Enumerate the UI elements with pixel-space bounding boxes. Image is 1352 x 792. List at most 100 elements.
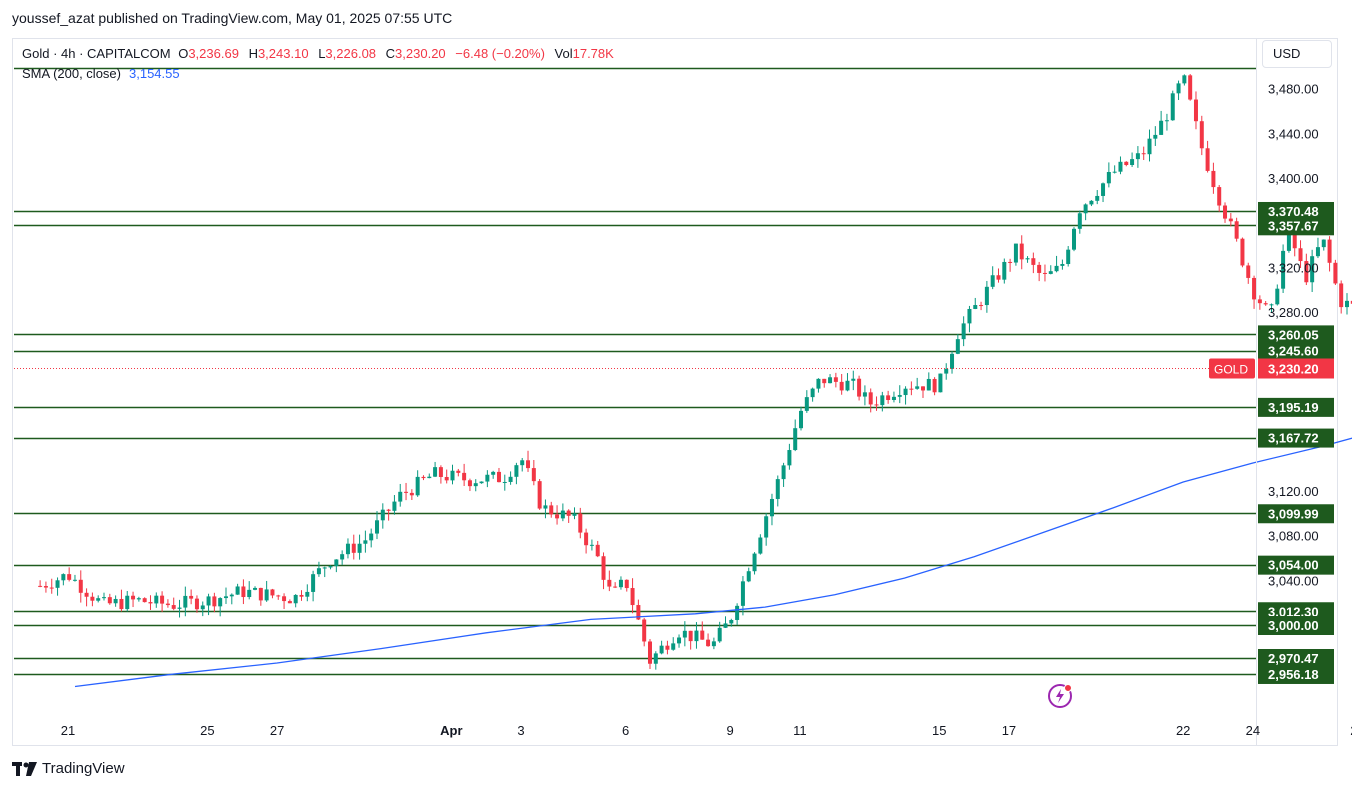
candle[interactable] (1252, 275, 1257, 309)
candle[interactable] (357, 534, 362, 560)
level-tag[interactable]: 3,000.00 (1258, 616, 1334, 635)
candle[interactable] (758, 534, 763, 555)
candle[interactable] (1339, 280, 1344, 314)
candle[interactable] (322, 566, 327, 578)
candle[interactable] (189, 589, 194, 605)
candle[interactable] (293, 594, 298, 608)
lightning-icon[interactable] (1046, 682, 1074, 710)
candle[interactable] (55, 577, 60, 596)
candle[interactable] (253, 586, 258, 591)
candle[interactable] (311, 570, 316, 602)
candle[interactable] (926, 372, 931, 391)
candle[interactable] (1315, 237, 1320, 259)
candle[interactable] (909, 381, 914, 396)
candle[interactable] (717, 621, 722, 643)
current-price-tag[interactable]: 3,230.20 (1258, 358, 1334, 379)
candle[interactable] (1037, 261, 1042, 282)
candle[interactable] (61, 573, 66, 586)
candle[interactable] (915, 377, 920, 390)
candle[interactable] (839, 373, 844, 395)
candle[interactable] (810, 387, 815, 402)
candle[interactable] (1002, 258, 1007, 284)
candle[interactable] (270, 588, 275, 599)
candle[interactable] (479, 481, 484, 484)
candle[interactable] (555, 505, 560, 525)
candle[interactable] (653, 651, 658, 670)
candle[interactable] (642, 617, 647, 647)
candle[interactable] (206, 593, 211, 616)
candle[interactable] (415, 470, 420, 497)
candle[interactable] (392, 495, 397, 515)
candle[interactable] (375, 511, 380, 540)
candle[interactable] (194, 595, 199, 613)
candle[interactable] (160, 591, 165, 613)
candle[interactable] (473, 479, 478, 492)
candle[interactable] (1124, 161, 1129, 167)
candle[interactable] (595, 540, 600, 558)
candle[interactable] (996, 268, 1001, 283)
candle[interactable] (84, 588, 89, 607)
candle[interactable] (526, 450, 531, 472)
candle[interactable] (932, 377, 937, 396)
candle[interactable] (276, 594, 281, 600)
candle[interactable] (102, 592, 107, 601)
candle[interactable] (1275, 284, 1280, 306)
candle[interactable] (647, 639, 652, 669)
candle[interactable] (107, 593, 112, 605)
candle[interactable] (543, 499, 548, 519)
candle[interactable] (601, 552, 606, 590)
candle[interactable] (351, 534, 356, 560)
candle[interactable] (735, 603, 740, 625)
tradingview-brand[interactable]: TradingView (12, 760, 125, 777)
candle[interactable] (1344, 293, 1349, 315)
candle[interactable] (508, 471, 513, 485)
candle[interactable] (1217, 185, 1222, 212)
candle[interactable] (125, 591, 130, 612)
candle[interactable] (264, 580, 269, 602)
level-tag[interactable]: 3,099.99 (1258, 504, 1334, 524)
candle[interactable] (200, 601, 205, 617)
level-tag[interactable]: 3,370.48 (1258, 201, 1334, 221)
candle[interactable] (212, 592, 217, 613)
level-tag[interactable]: 3,260.05 (1258, 325, 1334, 345)
candle[interactable] (136, 596, 141, 602)
candle[interactable] (618, 576, 623, 590)
candle[interactable] (96, 595, 101, 603)
candle[interactable] (1066, 246, 1071, 267)
candle[interactable] (514, 462, 519, 485)
candle[interactable] (671, 637, 676, 651)
candle[interactable] (845, 373, 850, 392)
candle[interactable] (241, 579, 246, 605)
level-tag[interactable]: 2,956.18 (1258, 664, 1334, 684)
candle[interactable] (822, 378, 827, 388)
candle[interactable] (589, 539, 594, 551)
candle[interactable] (752, 552, 757, 575)
candle[interactable] (1246, 262, 1251, 284)
candle[interactable] (462, 463, 467, 486)
candle[interactable] (897, 385, 902, 404)
candle[interactable] (746, 567, 751, 583)
candle[interactable] (1060, 259, 1065, 270)
candle[interactable] (851, 370, 856, 391)
candle[interactable] (218, 597, 223, 617)
candle[interactable] (299, 590, 304, 601)
candle[interactable] (984, 280, 989, 313)
candle[interactable] (1298, 240, 1303, 269)
candle[interactable] (305, 584, 310, 602)
candle[interactable] (502, 474, 507, 491)
candle[interactable] (787, 443, 792, 470)
candle[interactable] (235, 583, 240, 595)
candle[interactable] (1310, 249, 1315, 292)
level-tag[interactable]: 2,970.47 (1258, 648, 1334, 668)
candle[interactable] (1164, 113, 1169, 131)
candle[interactable] (1193, 91, 1198, 130)
candle[interactable] (183, 586, 188, 617)
candle[interactable] (1147, 129, 1152, 162)
candle[interactable] (799, 406, 804, 431)
candle[interactable] (816, 378, 821, 393)
candle[interactable] (345, 538, 350, 559)
candle[interactable] (1141, 146, 1146, 160)
candle[interactable] (979, 301, 984, 311)
level-tag[interactable]: 3,054.00 (1258, 555, 1334, 575)
